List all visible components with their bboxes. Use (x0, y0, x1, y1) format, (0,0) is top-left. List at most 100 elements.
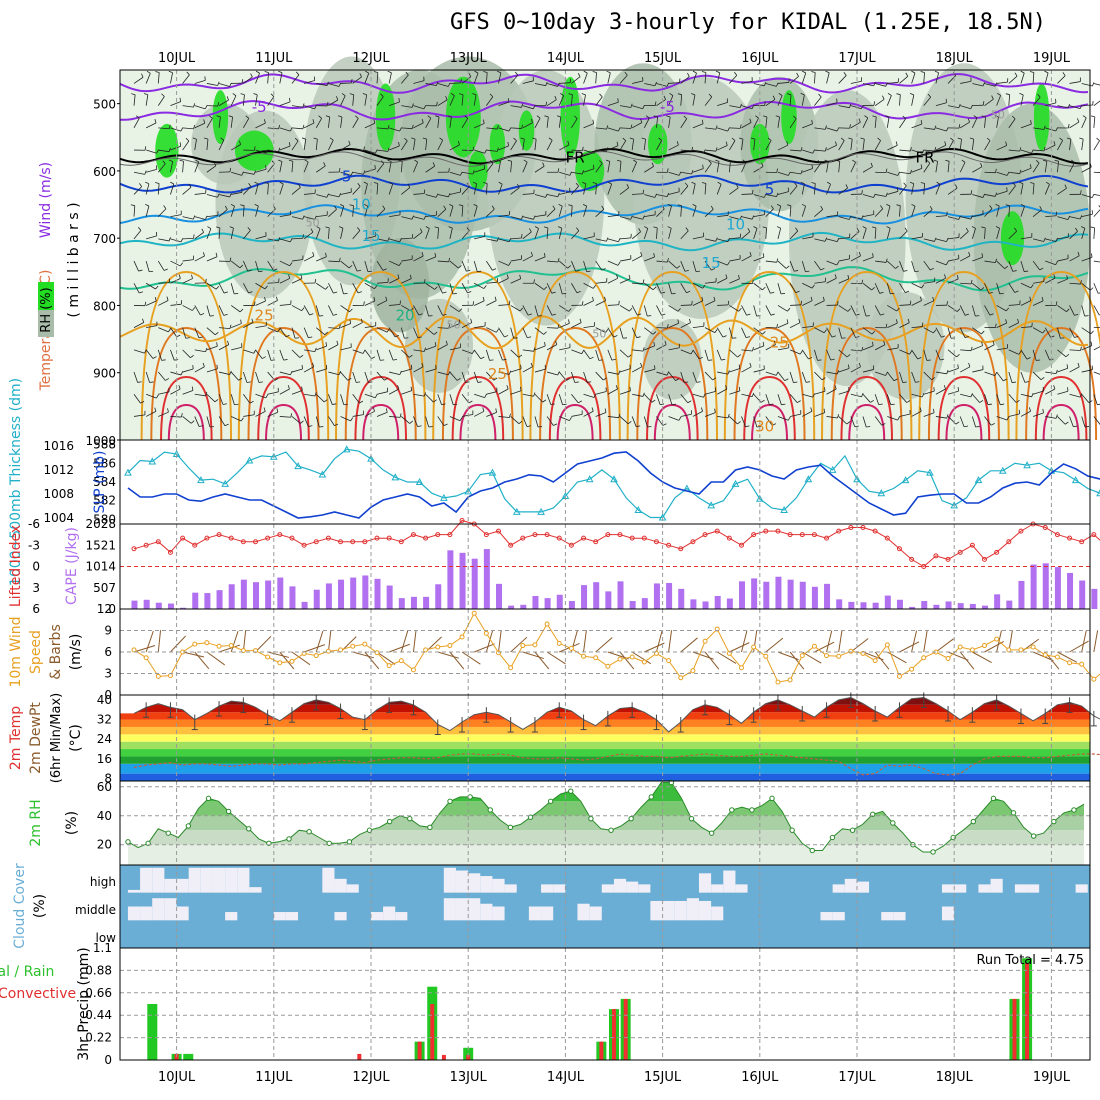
wind-barb (935, 184, 941, 195)
wind-barb (376, 96, 384, 106)
wind-barb-flag (1020, 70, 1025, 74)
wind-barb (668, 228, 672, 239)
wind-barb (206, 305, 211, 317)
wind-barb (741, 122, 752, 129)
wind-speed-marker (994, 636, 1000, 642)
wind-barb-flag (387, 159, 392, 162)
wind-barb (862, 256, 874, 262)
wind-barb-flag (568, 204, 573, 207)
wind-barb (546, 283, 553, 294)
wind-barb (1033, 149, 1045, 152)
wind-barb-flag (905, 290, 910, 293)
wind-barb-flag (666, 82, 670, 87)
wind-barb (571, 118, 578, 129)
wind-barb (960, 349, 972, 352)
cape-tick-label: 1014 (85, 560, 116, 574)
li-marker (228, 535, 234, 541)
wind-barb (947, 305, 958, 312)
wind-barb-flag (678, 171, 682, 176)
wind-barb-flag (834, 385, 837, 390)
wind-barb (243, 322, 254, 329)
wind-barb-flag (397, 385, 400, 390)
wind-speed-marker (532, 642, 538, 648)
li-marker (459, 517, 465, 523)
wind-barb (802, 236, 814, 240)
wind-barb (571, 149, 583, 152)
precip-convective-bar (430, 1004, 435, 1060)
wind-barb (437, 140, 444, 151)
wind-barb (255, 349, 263, 359)
wind-barb-flag (542, 399, 547, 403)
wind-barb-flag (1012, 182, 1016, 187)
wind-barb (218, 83, 230, 87)
wind-speed-marker (289, 658, 295, 664)
wind-barb (194, 232, 204, 240)
wind-barb (947, 367, 959, 373)
wind-barb-flag (642, 392, 645, 397)
wind-barb-flag (220, 137, 225, 141)
wind-barb (1020, 94, 1024, 106)
wind-barb (498, 327, 505, 338)
wind-barb (461, 283, 468, 294)
wind-barb-flag (861, 215, 864, 220)
date-label-top: 17JUL (838, 51, 876, 66)
wind-barb-flag (1088, 400, 1093, 403)
wind-barb-flag (873, 82, 876, 87)
wind-barb-flag (180, 371, 184, 376)
cape-bar (824, 583, 831, 609)
wind-barb-flag (521, 103, 524, 108)
wind-barb (352, 171, 364, 175)
wind-barb (862, 393, 871, 403)
wind-barb-flag (1079, 137, 1084, 140)
rh-marker (708, 830, 715, 836)
wind-barb-flag (989, 313, 994, 316)
wind-speed-marker (957, 644, 963, 650)
temp-band (120, 734, 1090, 742)
li-marker (739, 542, 744, 548)
wind-barb (498, 238, 510, 243)
wind-barb-flag (168, 147, 171, 152)
wind-barb (498, 183, 503, 195)
wind-barb (583, 393, 595, 398)
wind-barb-flag (143, 93, 148, 96)
wind-barb (461, 94, 464, 106)
wind-barb (692, 206, 697, 217)
wind-barb (801, 94, 805, 106)
thickness-marker (342, 445, 351, 453)
wind-barb-flag (374, 285, 378, 289)
wind-barb (583, 282, 594, 289)
cape-bar (945, 601, 952, 609)
wind-barb (619, 258, 631, 262)
wind-barb-flag (492, 268, 497, 271)
wind-barb (692, 72, 697, 84)
thickness-tick-label: 580 (93, 512, 116, 526)
wind-barb (498, 277, 509, 284)
wind-barb (546, 305, 553, 316)
wind-barb-flag (399, 127, 402, 132)
wind-barb-flag (526, 425, 531, 428)
wind-barb (364, 410, 375, 417)
wind-barb-flag (852, 159, 856, 163)
wind-barb-flag (375, 149, 378, 154)
wind-barb (777, 171, 789, 176)
cloud-middle-bar (589, 906, 602, 921)
wind-barb (182, 259, 194, 262)
wind-barb (1032, 72, 1035, 84)
li-marker (556, 535, 562, 541)
wind-barb (243, 171, 255, 175)
wind-barb-flag (801, 203, 806, 207)
wind-barb (1081, 416, 1086, 428)
wind-speed-marker (921, 655, 927, 661)
li-marker (313, 539, 319, 545)
wind-barb-flag (448, 371, 451, 376)
precip-axis-label: 3hr Precip (mm) (76, 947, 92, 1060)
wind-barb (486, 163, 494, 173)
wind-barb-flag (860, 137, 865, 140)
wind-barb-flag (423, 215, 427, 220)
wind-barb-flag (1030, 120, 1032, 125)
cape-bar (386, 585, 393, 609)
wind-barb-flag (411, 103, 414, 108)
li-marker (483, 532, 489, 538)
wind-barb-flag (873, 193, 876, 198)
wind-barb (911, 149, 923, 154)
